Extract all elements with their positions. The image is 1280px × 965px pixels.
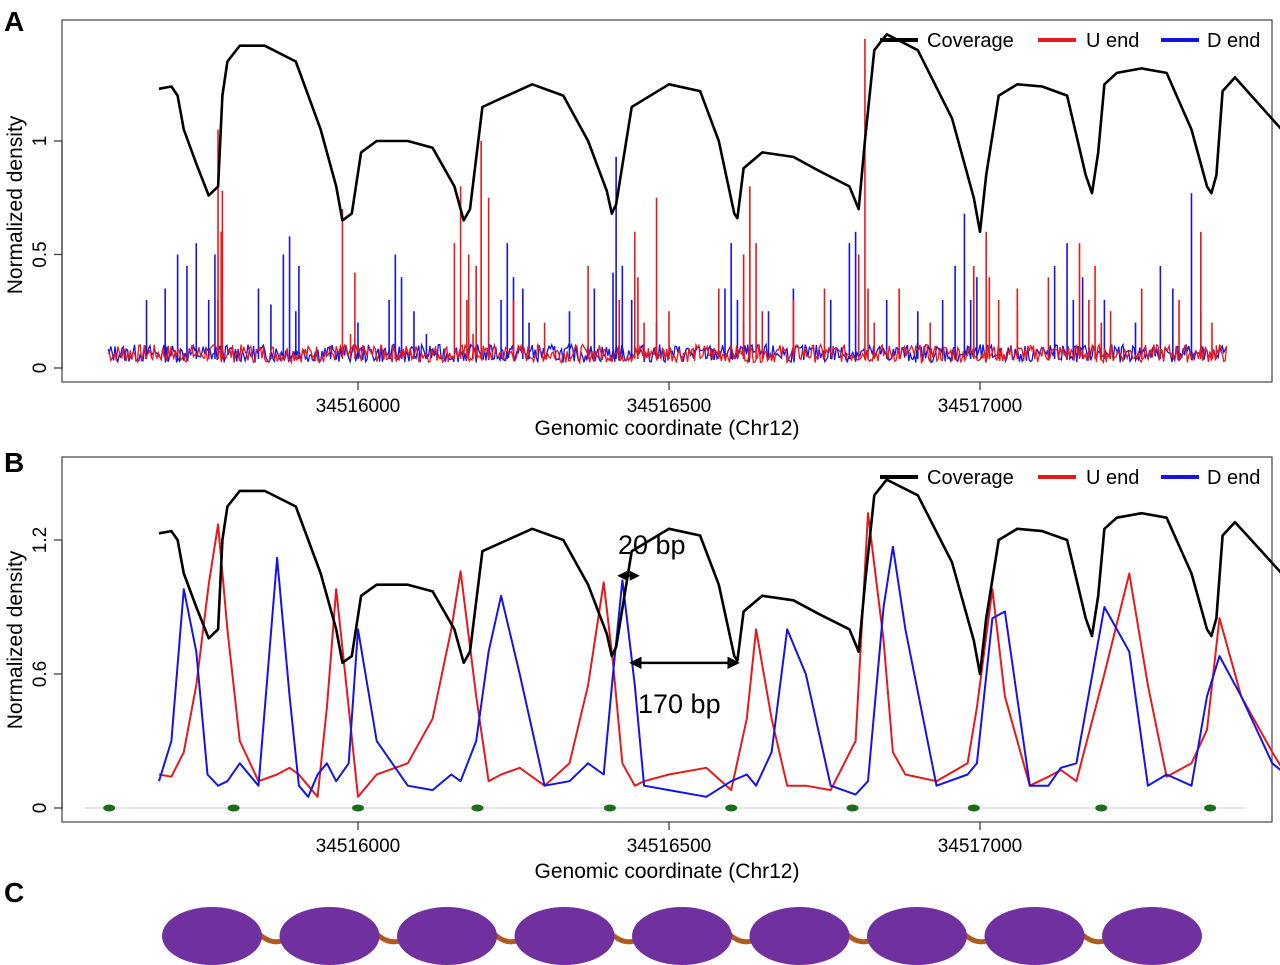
nucleosome <box>749 907 850 965</box>
y-tick-label: 0.5 <box>30 241 51 267</box>
nucleosome <box>162 907 262 965</box>
nucleosome <box>279 907 380 965</box>
panel-a-x-ticks: 34516000 34516500 34517000 <box>316 382 1023 417</box>
coverage-line <box>158 32 1280 234</box>
y-tick-label: 1 <box>30 136 51 147</box>
dyad-marker <box>227 804 240 812</box>
panel-b-x-ticks: 34516000 34516500 34517000 <box>316 822 1023 857</box>
dyad-marker <box>967 804 980 812</box>
panel-b-data <box>158 478 1280 798</box>
nucleosome <box>867 907 967 965</box>
panel-a: A 00.51 34516000 34516500 34517000 Genomic… <box>4 6 1280 440</box>
annotation-20bp: 20 bp <box>617 530 686 581</box>
x-tick-label: 34517000 <box>938 836 1023 857</box>
legend-a-dend-label: D end <box>1207 30 1260 52</box>
dyad-marker <box>471 804 484 812</box>
u-end-line <box>158 512 1280 798</box>
legend-b-dend-label: D end <box>1207 467 1260 489</box>
panel-a-plot-frame <box>61 19 1273 383</box>
annotation-170bp-label: 170 bp <box>638 689 721 719</box>
panel-a-legend: Coverage U end D end <box>880 30 1260 52</box>
y-tick-label: 1.2 <box>30 527 51 553</box>
panel-a-data <box>107 32 1280 365</box>
panel-a-x-axis-title: Genomic coordinate (Chr12) <box>535 417 800 440</box>
annotation-20bp-label: 20 bp <box>618 530 686 560</box>
legend-a-uend-label: U end <box>1086 30 1139 52</box>
panel-b-y-ticks: 0 0.6 1.2 <box>30 527 62 814</box>
panel-b: B 0 0.6 1.2 34516000 34516500 34517000 Genom… <box>4 447 1280 883</box>
panel-a-y-axis-title: Normalized density <box>4 115 27 294</box>
x-tick-label: 34516000 <box>316 836 401 857</box>
dyad-marker <box>103 804 116 812</box>
d-end-line <box>158 545 1280 798</box>
panel-b-letter: B <box>4 447 24 478</box>
dyad-marker <box>603 804 616 812</box>
dyad-marker <box>725 804 738 812</box>
nucleosome <box>397 907 497 965</box>
y-tick-label: 0.6 <box>30 661 51 687</box>
nucleosome <box>632 907 732 965</box>
nucleosome <box>1102 907 1202 965</box>
y-tick-label: 0 <box>30 363 51 374</box>
panel-a-letter: A <box>4 6 24 37</box>
y-tick-label: 0 <box>30 803 51 814</box>
dyad-marker <box>1204 804 1217 812</box>
u-end-noise-line <box>107 342 1228 365</box>
dyad-marker <box>1095 804 1108 812</box>
panel-b-x-axis-title: Genomic coordinate (Chr12) <box>535 860 800 883</box>
nucleosome <box>514 907 615 965</box>
x-tick-label: 34516500 <box>627 396 712 417</box>
dyad-marker <box>846 804 859 812</box>
x-tick-label: 34517000 <box>938 396 1023 417</box>
x-tick-label: 34516500 <box>627 836 712 857</box>
dyad-marker <box>352 804 364 812</box>
panel-b-y-axis-title: Normalized density <box>4 550 27 729</box>
legend-b-coverage-label: Coverage <box>927 467 1014 489</box>
legend-b-uend-label: U end <box>1086 467 1139 489</box>
panel-a-y-ticks: 00.51 <box>30 136 62 374</box>
panel-c-letter: C <box>4 877 24 908</box>
panel-b-legend: Coverage U end D end <box>880 467 1260 489</box>
x-tick-label: 34516000 <box>316 396 401 417</box>
annotation-170bp: 170 bp <box>629 656 740 719</box>
panel-c: C <box>4 877 1202 965</box>
panel-b-dyad-markers <box>103 804 1217 812</box>
legend-a-coverage-label: Coverage <box>927 30 1014 52</box>
nucleosome <box>984 907 1085 965</box>
coverage-line <box>158 478 1280 676</box>
nucleosome-array <box>162 907 1202 965</box>
